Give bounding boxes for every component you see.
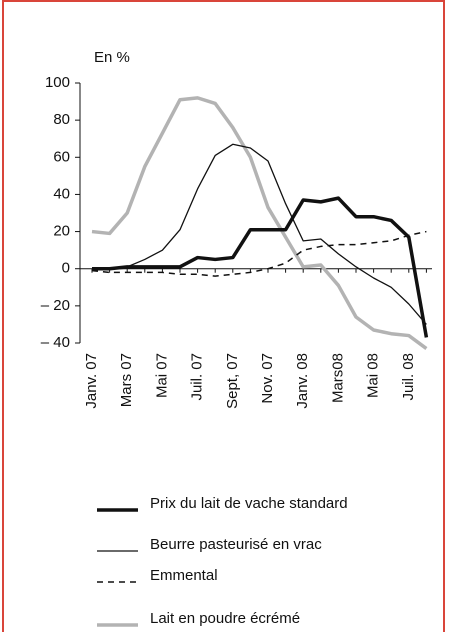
series-line (91, 230, 427, 277)
x-tick-label: Juil. 08 (400, 353, 417, 401)
x-tick-label: Juil. 07 (189, 353, 206, 401)
x-tick-label: Sept, 07 (224, 353, 241, 409)
y-tick-label: – 40 (41, 334, 70, 351)
legend-label: Beurre pasteurisé en vrac (150, 536, 322, 553)
y-tick-label: 40 (53, 185, 70, 202)
x-tick-label: Nov. 07 (259, 353, 276, 404)
x-tick-label: Mars 07 (118, 353, 135, 407)
x-tick-label: Mai 07 (153, 353, 170, 398)
x-tick-label: Janv. 07 (83, 353, 100, 409)
y-tick-label: 100 (45, 74, 70, 91)
y-tick-label: 60 (53, 148, 70, 165)
series-line (91, 96, 428, 350)
series-line (92, 143, 427, 325)
y-tick-label: 20 (53, 223, 70, 240)
y-tick-label: 80 (53, 111, 70, 128)
legend-label: Emmental (150, 567, 218, 584)
y-tick-label: – 20 (41, 297, 70, 314)
legend-label: Prix du lait de vache standard (150, 495, 348, 512)
y-axis-label: En % (94, 49, 130, 66)
y-tick-label: 0 (62, 260, 70, 277)
x-tick-label: Mai 08 (365, 353, 382, 398)
x-tick-label: Janv. 08 (294, 353, 311, 409)
series-line (92, 196, 429, 338)
legend-label: Lait en poudre écrémé (150, 610, 300, 627)
x-tick-label: Mars08 (329, 353, 346, 403)
